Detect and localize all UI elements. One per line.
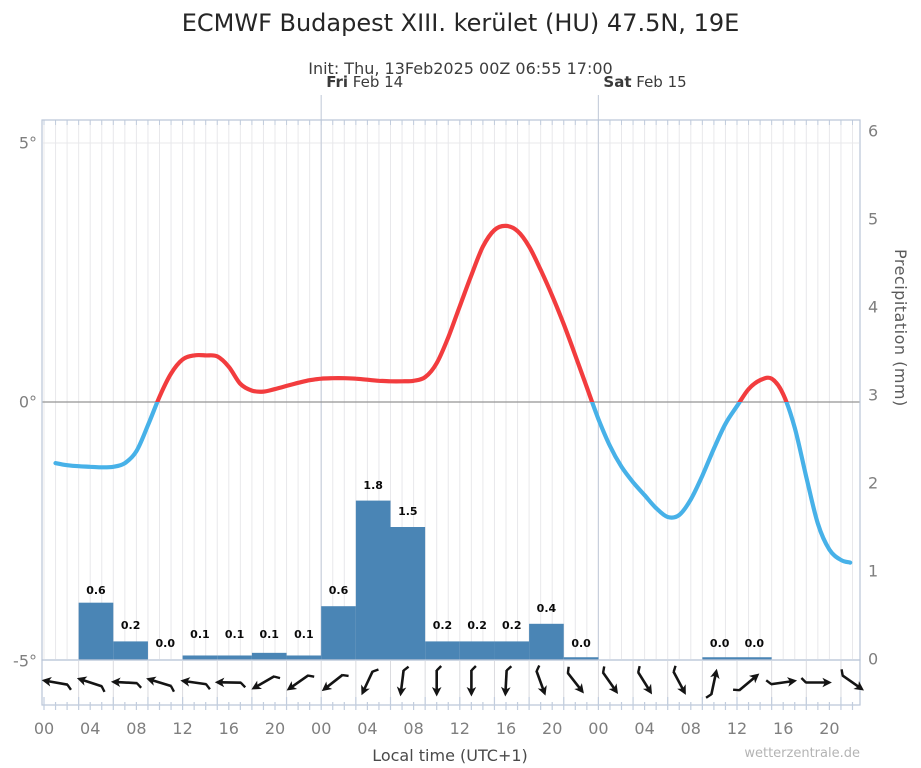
page-title: ECMWF Budapest XIII. kerület (HU) 47.5N,… — [181, 9, 740, 37]
init-subtitle: Init: Thu, 13Feb2025 00Z 06:55 17:00 — [308, 59, 613, 78]
wind-arrow — [800, 677, 832, 688]
wind-arrow — [601, 666, 619, 694]
wind-arrow — [636, 665, 653, 695]
wind-arrow — [76, 676, 106, 693]
wind-arrow — [396, 665, 410, 697]
wind-arrow — [765, 677, 798, 687]
wind-arrow — [214, 677, 247, 689]
wind-arrow — [431, 665, 443, 697]
wind-arrow — [180, 677, 211, 690]
wind-arrow — [110, 677, 143, 689]
wind-arrow — [146, 676, 176, 693]
wind-arrow — [840, 669, 864, 691]
wind-arrow — [535, 664, 547, 696]
wind-arrow — [361, 668, 379, 696]
wind-arrow — [500, 665, 513, 697]
x-axis-title: Local time (UTC+1) — [372, 746, 528, 765]
precip-axis-title: Precipitation (mm) — [891, 249, 910, 407]
wind-arrow — [566, 666, 584, 694]
wind-arrow — [41, 676, 72, 691]
wind-arrow — [672, 665, 686, 695]
wind-arrow — [251, 675, 281, 690]
wind-arrow — [286, 674, 315, 691]
wind-arrow — [321, 673, 349, 692]
watermark: wetterzentrale.de — [744, 746, 860, 761]
wind-arrow — [466, 665, 477, 697]
wind-arrow — [732, 673, 760, 692]
wind-arrow — [705, 668, 720, 699]
